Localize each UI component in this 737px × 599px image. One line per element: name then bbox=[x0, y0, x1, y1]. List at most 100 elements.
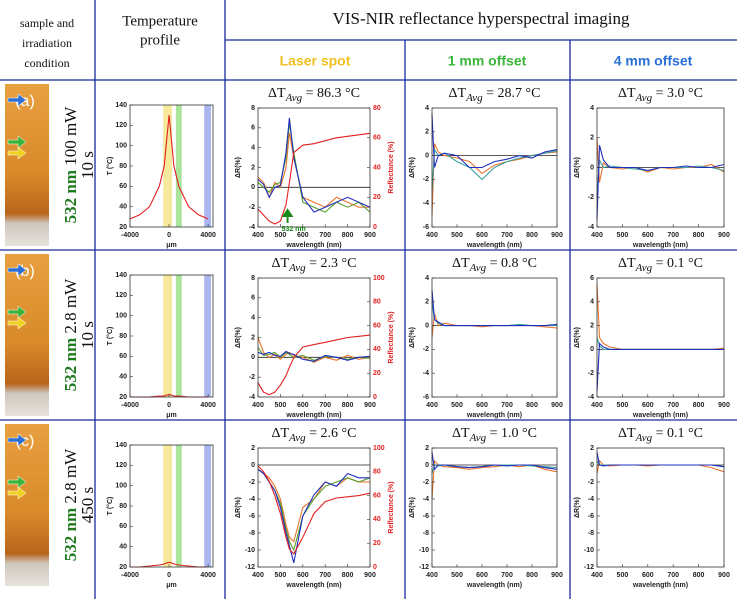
y-tick-label: -4 bbox=[588, 394, 594, 401]
y2-tick-label: 80 bbox=[373, 105, 381, 112]
chart-title: ΔTAvg = 2.3 °C bbox=[272, 256, 357, 273]
y-tick-label: -8 bbox=[588, 530, 594, 537]
x-tick-label: 0 bbox=[167, 402, 171, 409]
band bbox=[175, 105, 182, 227]
x-tick-label: 700 bbox=[667, 572, 679, 579]
y2-tick-label: 0 bbox=[373, 564, 377, 571]
title-suffix: = 0.1 °C bbox=[652, 256, 703, 271]
y2-tick-label: 20 bbox=[373, 370, 381, 377]
power: 2.8 mW bbox=[61, 278, 80, 334]
y-tick-label: -2 bbox=[588, 370, 594, 377]
y-axis-label: ΔR(%) bbox=[235, 157, 242, 178]
y-axis-label: ΔR(%) bbox=[574, 497, 581, 518]
header-offset4: 4 mm offset bbox=[614, 53, 693, 69]
y-tick-label: 8 bbox=[251, 275, 255, 282]
x-axis-label: wavelength (nm) bbox=[466, 582, 522, 589]
x-axis-label: μm bbox=[166, 412, 177, 419]
y-tick-label: 2 bbox=[590, 445, 594, 452]
y-tick-label: 100 bbox=[115, 483, 127, 490]
y-tick-label: 2 bbox=[425, 445, 429, 452]
title-suffix: = 0.8 °C bbox=[486, 256, 537, 271]
wavelength: 532 nm bbox=[61, 170, 80, 223]
arrow bbox=[7, 135, 27, 149]
series-line bbox=[129, 115, 209, 220]
series-line bbox=[257, 132, 371, 225]
y2-axis-label: Reflectance (%) bbox=[388, 481, 395, 533]
chart-title: ΔTAvg = 0.8 °C bbox=[452, 256, 537, 273]
sample-image bbox=[5, 84, 49, 246]
x-tick-label: 4000 bbox=[200, 402, 216, 409]
x-tick-label: -4000 bbox=[121, 572, 139, 579]
y-tick-label: 20 bbox=[119, 394, 127, 401]
x-tick-label: 900 bbox=[364, 402, 376, 409]
y-axis-label: ΔR(%) bbox=[409, 157, 416, 178]
x-tick-label: 400 bbox=[252, 572, 264, 579]
band bbox=[163, 105, 172, 227]
x-tick-label: 400 bbox=[426, 232, 438, 239]
band bbox=[204, 275, 212, 397]
y-tick-label: -4 bbox=[423, 200, 429, 207]
title-subscript: Avg bbox=[469, 262, 487, 274]
y-tick-label: -4 bbox=[423, 370, 429, 377]
x-tick-label: 600 bbox=[297, 402, 309, 409]
header-temperature: Temperature bbox=[122, 13, 198, 29]
y-tick-label: 140 bbox=[115, 442, 127, 449]
y-tick-label: -4 bbox=[423, 496, 429, 503]
x-tick-label: 500 bbox=[617, 402, 629, 409]
plot-area bbox=[258, 278, 370, 397]
y2-tick-label: 40 bbox=[373, 164, 381, 171]
x-tick-label: 500 bbox=[451, 572, 463, 579]
y-tick-label: -10 bbox=[584, 547, 594, 554]
title-subscript: Avg bbox=[469, 432, 487, 444]
header-sample: condition bbox=[24, 56, 69, 70]
title-subscript: Avg bbox=[285, 92, 303, 104]
y-tick-label: -4 bbox=[249, 496, 255, 503]
title-subscript: Avg bbox=[288, 432, 306, 444]
y2-axis-label: Reflectance (%) bbox=[388, 311, 395, 363]
y-axis-label: ΔR(%) bbox=[409, 327, 416, 348]
y-axis-label: ΔR(%) bbox=[235, 497, 242, 518]
x-tick-label: 400 bbox=[591, 572, 603, 579]
x-tick-label: 900 bbox=[718, 572, 730, 579]
y-tick-label: 120 bbox=[115, 462, 127, 469]
y2-tick-label: 60 bbox=[373, 322, 381, 329]
y-tick-label: -12 bbox=[419, 564, 429, 571]
x-tick-label: 4000 bbox=[200, 232, 216, 239]
band bbox=[163, 445, 172, 567]
y-tick-label: -2 bbox=[249, 374, 255, 381]
y-tick-label: 80 bbox=[119, 163, 127, 170]
plot-area bbox=[432, 278, 557, 397]
y-axis-label: T (°C) bbox=[106, 327, 114, 346]
x-tick-label: 400 bbox=[426, 402, 438, 409]
y2-tick-label: 80 bbox=[373, 299, 381, 306]
title-subscript: Avg bbox=[635, 262, 653, 274]
x-tick-label: 900 bbox=[364, 572, 376, 579]
x-axis-label: wavelength (nm) bbox=[632, 412, 688, 419]
condition: 532 nm 100 mW bbox=[61, 106, 80, 224]
chart-title: ΔTAvg = 0.1 °C bbox=[618, 426, 703, 443]
y-axis-label: ΔR(%) bbox=[574, 157, 581, 178]
x-axis-label: μm bbox=[166, 242, 177, 249]
y-tick-label: 4 bbox=[251, 145, 255, 152]
x-tick-label: 600 bbox=[642, 232, 654, 239]
x-tick-label: 800 bbox=[342, 402, 354, 409]
x-axis-label: μm bbox=[166, 582, 177, 589]
x-tick-label: 900 bbox=[364, 232, 376, 239]
x-tick-label: 800 bbox=[693, 572, 705, 579]
x-axis-label: wavelength (nm) bbox=[285, 412, 341, 419]
series-line bbox=[257, 468, 370, 543]
title-suffix: = 2.6 °C bbox=[306, 426, 357, 441]
plot-frame bbox=[431, 277, 558, 398]
time: 450 s bbox=[78, 487, 97, 523]
y-tick-label: 80 bbox=[119, 333, 127, 340]
title-subscript: Avg bbox=[635, 92, 653, 104]
series-line bbox=[257, 337, 371, 363]
power: 2.8 mW bbox=[61, 448, 80, 504]
y-tick-label: -2 bbox=[249, 479, 255, 486]
plot-frame bbox=[431, 107, 558, 228]
title-subscript: Avg bbox=[635, 432, 653, 444]
y-tick-label: 6 bbox=[251, 295, 255, 302]
arrow bbox=[7, 263, 27, 277]
y2-tick-label: 0 bbox=[373, 394, 377, 401]
x-tick-label: 600 bbox=[476, 232, 488, 239]
